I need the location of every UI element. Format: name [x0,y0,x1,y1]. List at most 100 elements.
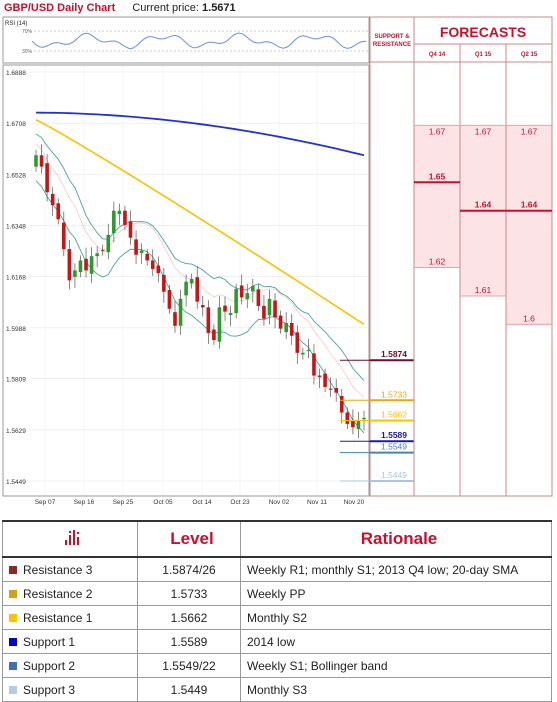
y-tick-label: 1.6528 [6,172,26,179]
level-swatch [9,685,17,694]
row-name-text: Resistance 1 [23,610,93,625]
candle-body [173,312,177,326]
x-tick-label: Oct 14 [192,499,212,506]
bar-chart-icon [65,529,80,545]
candle-body [228,313,233,316]
row-rationale: Monthly S3 [240,677,552,702]
table-row: Support 2 1.5549/22 Weekly S1; Bollinger b… [2,653,552,678]
y-axis: 1.6888 1.6708 1.6528 1.6348 1.6168 1.5988 1.58… [6,70,26,486]
candle-body [139,250,144,254]
candle-body [212,329,216,341]
moving-average-blue [35,111,365,157]
rationale-header: Rationale [240,520,552,558]
x-tick-label: Nov 11 [307,499,327,506]
candle-body [100,249,105,251]
candle-body [351,420,355,428]
rsi-label: RSI (14) [5,21,27,27]
candle-body [278,315,283,329]
forecast-range [506,125,552,325]
forecast-columns: Q4 14 1.67 1.65 1.62 Q1 15 1.67 1.64 1.61 Q2 15 1… [414,52,552,325]
table-row: Resistance 3 1.5874/26 Weekly R1; monthly … [2,556,552,582]
table-row: Resistance 2 1.5733 Weekly PP [2,581,552,606]
candle-body [306,349,311,352]
candle-body [334,388,339,393]
candle-body [178,298,183,326]
row-level: 1.5549/22 [137,653,241,678]
level-swatch [9,565,17,574]
candle-body [106,234,111,253]
row-name-text: Resistance 2 [23,586,93,601]
x-tick-label: Nov 20 [344,499,365,506]
candle-body [267,298,272,316]
forecast-column-label: Q2 15 [521,52,538,58]
current-price-value: 1.5671 [202,2,236,14]
candle-body [89,256,94,274]
candles [34,144,366,439]
chart-icon-cell [2,520,138,558]
row-level: 1.5589 [137,629,241,654]
row-rationale: Monthly S2 [240,605,552,630]
candle-body [95,253,99,257]
x-axis: Sep 07 Sep 16 Sep 25 Oct 05 Oct 14 Oct 23 Nov … [35,499,365,506]
forecast-column-label: Q1 15 [475,52,492,58]
level-swatch [9,637,17,646]
candle-body [312,353,316,376]
candle-body [323,373,327,387]
candle-body [317,375,322,377]
table-row: Support 1 1.5589 2014 low [2,629,552,654]
row-name: Support 1 [2,629,138,654]
y-tick-label: 1.5988 [6,326,26,333]
candle-body [217,307,222,342]
rsi-line [31,32,367,50]
candle-body [50,193,55,206]
candle-body [189,278,194,284]
chart-title: GBP/USD Daily Chart [4,2,116,14]
forecast-column-label: Q4 14 [429,52,446,58]
candle-body [34,155,38,167]
candle-body [56,203,61,220]
candle-body [67,249,72,281]
chart-panel: RSI (14) 70% 30% 1.6888 1.6708 1.6528 1.634… [2,16,553,506]
x-tick-label: Oct 23 [230,499,250,506]
y-tick-label: 1.6888 [6,70,26,77]
forecast-mid: 1.64 [475,200,492,210]
forecast-high: 1.67 [475,126,492,136]
table-row: Support 3 1.5449 Monthly S3 [2,677,552,702]
sr-level-label: 1.5874 [381,349,407,359]
levels-table: Level Rationale Resistance 3 1.5874/26 Wee… [2,520,552,702]
x-tick-label: Nov 02 [269,499,290,506]
forecast-low: 1.61 [475,285,492,295]
sr-column [369,16,415,497]
candle-body [167,290,172,309]
candle-body [195,277,200,302]
candle-body [245,293,250,300]
row-rationale: Weekly PP [240,581,552,606]
sr-level-label: 1.5449 [381,470,407,480]
candle-body [251,286,255,292]
row-name: Support 2 [2,653,138,678]
candle-body [295,332,300,353]
rsi-level-70: 70% [22,29,33,35]
candle-body [39,155,44,167]
candle-body [262,305,266,319]
sr-level-label: 1.5549 [381,442,407,452]
sr-header-2: RESISTANCE [373,42,411,48]
candle-body [73,270,77,277]
candle-body [256,289,261,306]
candle-body [134,239,138,255]
forecasts-title: FORECASTS [440,24,526,40]
row-level: 1.5662 [137,605,241,630]
row-name: Resistance 3 [2,556,138,582]
forecast-high: 1.67 [429,126,446,136]
level-swatch [9,613,17,622]
bollinger-middle [35,143,365,398]
candle-body [78,260,83,273]
row-name-text: Resistance 3 [23,562,93,577]
candle-body [162,274,166,292]
row-rationale: Weekly S1; Bollinger band [240,653,552,678]
row-level: 1.5874/26 [137,556,241,582]
x-tick-label: Oct 05 [153,499,173,506]
candle-body [289,322,294,336]
candle-body [356,421,361,429]
y-tick-label: 1.6348 [6,223,26,230]
